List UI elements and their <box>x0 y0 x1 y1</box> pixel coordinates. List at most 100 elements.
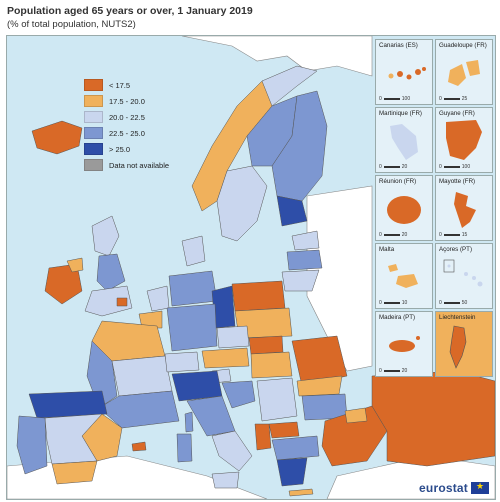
inset-title: Açores (PT) <box>439 246 473 253</box>
inset-guyane: Guyane (FR) 0 100 <box>435 107 493 173</box>
region-austria <box>201 347 250 369</box>
background-land-east <box>306 185 373 372</box>
inset-map <box>443 259 483 287</box>
inset-scale: 0 20 <box>379 368 408 374</box>
region-romania <box>291 335 348 387</box>
map-title: Population aged 65 years or over, 1 Janu… <box>7 5 253 17</box>
inset-map <box>449 325 467 369</box>
region-spain-north <box>28 390 108 419</box>
legend-swatch <box>84 111 103 123</box>
region-romania-south <box>296 375 343 397</box>
inset-title: Mayotte (FR) <box>439 178 476 185</box>
inset-scale: 0 10 <box>379 300 408 306</box>
region-norway-north <box>261 65 318 107</box>
region-spain-south <box>51 460 98 485</box>
inset-map <box>448 60 480 86</box>
region-northern-ireland <box>66 257 84 273</box>
region-france-central <box>111 355 173 397</box>
legend-swatch <box>84 143 103 155</box>
eurostat-logo: eurostat <box>419 481 489 495</box>
inset-scale: 0 100 <box>379 96 411 102</box>
region-denmark <box>181 235 206 267</box>
region-croatia <box>221 380 256 409</box>
region-north-macedonia <box>268 421 300 439</box>
region-estonia <box>291 230 320 251</box>
inset-title: Martinique (FR) <box>379 110 422 117</box>
inset-title: Guyane (FR) <box>439 110 475 117</box>
region-sweden-south <box>216 165 268 242</box>
inset-title: Malta <box>379 246 395 253</box>
legend-label: 20.0 - 22.5 <box>109 112 145 122</box>
inset-reunion: Réunion (FR) 0 20 <box>375 175 433 241</box>
legend-label: Data not available <box>109 160 170 170</box>
inset-scale: 0 100 <box>439 164 471 170</box>
region-lithuania <box>281 269 320 292</box>
region-turkey-istanbul <box>344 407 368 424</box>
region-london <box>116 297 128 307</box>
region-iceland <box>31 120 83 155</box>
legend-label: 17.5 - 20.0 <box>109 96 145 106</box>
region-france-south <box>98 390 180 429</box>
region-portugal <box>16 415 48 475</box>
region-italy-central <box>186 395 236 437</box>
legend-swatch <box>84 95 103 107</box>
legend-label: < 17.5 <box>109 80 131 90</box>
region-crete <box>288 488 314 497</box>
legend-item: 22.5 - 25.0 <box>84 126 184 140</box>
legend-swatch <box>84 79 103 91</box>
region-czechia <box>216 325 250 349</box>
map-subtitle: (% of total population, NUTS2) <box>7 19 136 30</box>
legend-item: < 17.5 <box>84 78 184 92</box>
inset-map <box>390 124 418 160</box>
region-greece-north <box>271 435 320 461</box>
region-germany-south <box>166 303 218 352</box>
inset-map <box>446 120 482 160</box>
region-italy-south <box>211 430 253 472</box>
inset-mayotte: Mayotte (FR) 0 15 <box>435 175 493 241</box>
region-germany-north <box>168 270 218 307</box>
region-latvia <box>286 249 323 271</box>
map-frame: < 17.5 17.5 - 20.0 20.0 - 22.5 22.5 - 25… <box>6 35 496 500</box>
region-belgium <box>138 310 163 329</box>
inset-scale: 0 20 <box>379 232 408 238</box>
europe-map <box>7 36 495 499</box>
legend-label: 22.5 - 25.0 <box>109 128 145 138</box>
logo-text: eurostat <box>419 481 468 495</box>
inset-title: Guadeloupe (FR) <box>439 42 487 49</box>
legend-item: Data not available <box>84 158 184 172</box>
legend-item: 17.5 - 20.0 <box>84 94 184 108</box>
inset-martinique: Martinique (FR) 0 20 <box>375 107 433 173</box>
inset-scale: 0 20 <box>379 164 408 170</box>
region-serbia <box>256 377 298 422</box>
region-corsica <box>184 411 194 433</box>
inset-map <box>388 67 426 80</box>
inset-madeira: Madeira (PT) 0 20 <box>375 311 433 377</box>
inset-map <box>389 336 420 352</box>
inset-scale: 0 25 <box>439 96 468 102</box>
region-scotland <box>91 215 120 257</box>
inset-title: Réunion (FR) <box>379 178 417 185</box>
region-england-south <box>84 285 133 317</box>
inset-title: Madeira (PT) <box>379 314 416 321</box>
region-sardinia <box>176 433 193 463</box>
region-turkey-east <box>371 370 495 467</box>
region-italy-north <box>171 370 223 402</box>
background-land-north <box>181 36 373 77</box>
region-hungary <box>250 351 293 379</box>
region-sicily <box>211 471 240 489</box>
inset-scale: 0 15 <box>439 232 468 238</box>
inset-canarias: Canarias (ES) 0 100 <box>375 39 433 105</box>
region-england-north <box>96 253 126 292</box>
eu-flag-icon <box>471 481 489 494</box>
legend-label: > 25.0 <box>109 144 131 154</box>
legend-swatch <box>84 127 103 139</box>
region-greece-south <box>276 457 308 487</box>
region-switzerland <box>164 351 200 373</box>
legend: < 17.5 17.5 - 20.0 20.0 - 22.5 22.5 - 25… <box>84 78 184 174</box>
inset-title: Canarias (ES) <box>379 42 418 49</box>
inset-map <box>387 196 421 224</box>
inset-map <box>388 264 418 288</box>
region-slovakia <box>248 335 284 355</box>
region-poland-north <box>231 280 286 312</box>
inset-title: Liechtenstein <box>439 314 476 321</box>
